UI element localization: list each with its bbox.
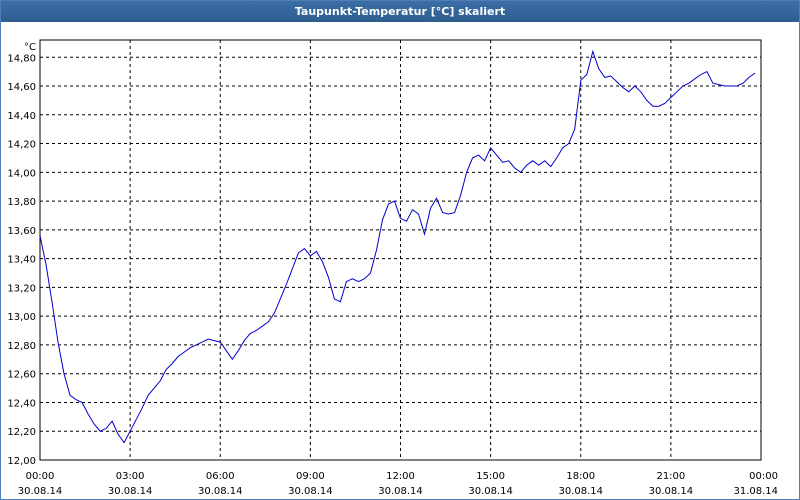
x-tick-time-label: 18:00	[566, 471, 595, 482]
x-tick-date-label: 31.08.14	[733, 486, 778, 497]
y-tick-label: 14,60	[7, 82, 36, 93]
dewpoint-series-line	[39, 49, 756, 444]
y-tick-label: 14,20	[7, 140, 36, 151]
x-tick-date-label: 30.08.14	[198, 486, 243, 497]
x-tick-date-label: 30.08.14	[558, 486, 603, 497]
x-tick-date-label: 30.08.14	[288, 486, 333, 497]
window-title: Taupunkt-Temperatur [°C] skaliert	[1, 1, 799, 22]
y-tick-label: 13,00	[7, 312, 36, 323]
x-axis-ticks: 00:00 30.08.14 03:00 30.08.14 06:00 30.08.14 0…	[18, 471, 778, 497]
y-tick-label: 12,80	[7, 341, 36, 352]
x-tick-date-label: 30.08.14	[649, 486, 694, 497]
y-tick-label: 12,40	[7, 398, 36, 409]
y-tick-label: 14,40	[7, 111, 36, 122]
x-tick-date-label: 30.08.14	[108, 486, 153, 497]
x-tick-date-label: 30.08.14	[468, 486, 513, 497]
x-tick-time-label: 06:00	[206, 471, 235, 482]
y-tick-label: 12,00	[7, 456, 36, 467]
x-tick-time-label: 15:00	[476, 471, 505, 482]
x-tick-time-label: 12:00	[386, 471, 415, 482]
y-tick-label: 13,40	[7, 255, 36, 266]
y-tick-label: 13,60	[7, 226, 36, 237]
x-tick-time-label: 21:00	[656, 471, 685, 482]
y-axis-ticks: 12,00 12,20 12,40 12,60 12,80 13,00 13,20 13,40…	[7, 53, 36, 467]
x-tick-time-label: 03:00	[116, 471, 145, 482]
y-tick-label: 13,80	[7, 197, 36, 208]
x-tick-date-label: 30.08.14	[18, 486, 63, 497]
y-tick-label: 13,20	[7, 283, 36, 294]
y-tick-label: 14,80	[7, 53, 36, 64]
x-tick-date-label: 30.08.14	[378, 486, 423, 497]
y-tick-label: 12,60	[7, 370, 36, 381]
y-axis-unit-label: °C	[24, 42, 36, 53]
x-tick-time-label: 00:00	[26, 471, 55, 482]
y-tick-label: 14,00	[7, 168, 36, 179]
x-tick-time-label: 09:00	[296, 471, 325, 482]
y-tick-label: 12,20	[7, 427, 36, 438]
grid-lines	[39, 40, 762, 461]
x-tick-time-label: 00:00	[749, 471, 778, 482]
